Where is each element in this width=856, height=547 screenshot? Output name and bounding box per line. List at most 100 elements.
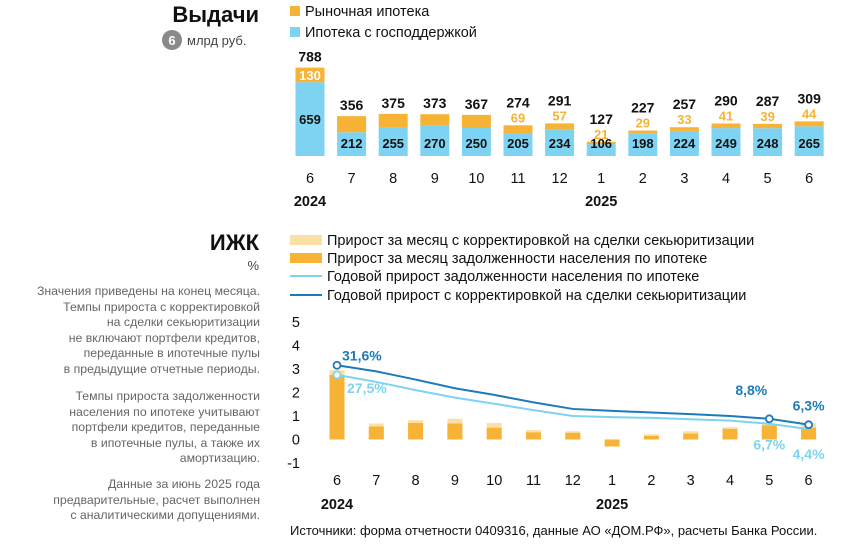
bar-monthly	[447, 423, 463, 440]
x-tick-label: 4	[722, 171, 730, 187]
bar-state-value: 198	[632, 136, 654, 151]
bar-total-label: 373	[423, 95, 447, 111]
x-tick-label: 8	[412, 473, 420, 489]
annotation-label: 4,4%	[793, 446, 825, 462]
bar-market	[753, 123, 783, 129]
bar-monthly	[565, 432, 581, 440]
bar-state-value: 249	[715, 136, 737, 151]
x-tick-label: 6	[306, 171, 314, 187]
bar-monthly	[526, 432, 541, 440]
note-line: в ипотечные пулы, а также их	[90, 435, 260, 450]
x-tick-label: 11	[510, 171, 525, 187]
x-tick-label: 7	[348, 171, 356, 187]
x-tick-label: 7	[372, 473, 380, 489]
bar-state-support	[295, 82, 325, 156]
legend-swatch-market	[290, 6, 300, 16]
unit-badge-number: 6	[168, 33, 175, 48]
source-note: Источники: форма отчетности 0409316, дан…	[290, 523, 818, 538]
legend-label-annual: Годовой прирост задолженности населения …	[327, 269, 699, 285]
note-line: Данные за июнь 2025 года	[107, 477, 260, 491]
bar-state-support	[378, 127, 408, 156]
bar-monthly	[722, 428, 738, 440]
bar-state-support	[586, 144, 616, 156]
x-tick-label: 2	[639, 171, 647, 187]
bar-monthly	[683, 433, 699, 440]
bar-total-label: 788	[298, 49, 322, 65]
x-tick-label: 3	[687, 473, 695, 489]
bar-market	[669, 127, 699, 131]
bar-state-support	[628, 133, 658, 156]
bar-total-label: 287	[756, 93, 780, 109]
bar-market	[378, 113, 408, 128]
legend-swatch-monthly-adj	[290, 235, 322, 245]
legend-swatch-state	[290, 27, 300, 37]
bar-state-value: 270	[424, 136, 446, 151]
x-tick-label: 6	[805, 473, 813, 489]
bar-state-support	[711, 128, 741, 156]
note-line: не включают портфели кредитов,	[68, 330, 260, 345]
line-marker	[804, 420, 813, 430]
x-tick-label: 12	[552, 171, 568, 187]
bar-market-value: 21	[594, 127, 608, 142]
x-tick-label: 9	[431, 171, 439, 187]
y-tick-label: 0	[292, 432, 300, 448]
bar-market	[420, 114, 450, 126]
note-paragraph-2: Темпы прироста задолженности населения п…	[4, 389, 260, 467]
chart1-legend: Рыночная ипотека Ипотека с господдержкой	[290, 4, 477, 41]
legend-swatch-monthly	[290, 253, 322, 263]
x-tick-label: 1	[608, 473, 616, 489]
note-line: Значения приведены на конец месяца.	[36, 284, 260, 298]
y-tick-label: 1	[292, 409, 300, 425]
y-tick-label: 4	[292, 339, 300, 355]
bar-market	[628, 130, 658, 134]
bar-monthly	[761, 425, 777, 440]
x-tick-label: 1	[597, 171, 605, 187]
unit-badge-icon	[162, 30, 182, 50]
y-tick-label: 3	[292, 362, 300, 378]
bar-state-value: 212	[341, 136, 363, 151]
bar-market-value: 29	[636, 116, 650, 131]
bar-market	[711, 123, 741, 129]
legend-label-monthly-adj: Прирост за месяц с корректировкой на сде…	[327, 233, 754, 249]
y-tick-label: -1	[287, 456, 300, 472]
line-annual	[336, 373, 809, 431]
bar-monthly	[801, 427, 817, 440]
note-line: портфели кредитов, переданные	[71, 420, 260, 434]
bar-state-value: 205	[507, 136, 529, 151]
note-line: населения по ипотеке учитывают	[69, 404, 260, 419]
x-tick-label: 8	[389, 171, 397, 187]
bar-state-support	[337, 132, 367, 156]
line-marker	[332, 370, 342, 380]
bar-market-value: 144	[341, 117, 363, 132]
bar-state-value: 248	[757, 136, 779, 151]
line-annual-adjusted	[336, 364, 809, 426]
annotation-label: 8,8%	[735, 382, 767, 398]
bar-market-value: 33	[677, 112, 691, 127]
line-marker	[332, 360, 342, 370]
x-tick-label: 12	[565, 473, 581, 489]
bar-state-value: 255	[382, 136, 404, 151]
bar-state-value: 224	[674, 136, 696, 151]
bar-market	[295, 67, 325, 83]
annotation-label: 6,3%	[793, 398, 825, 414]
x-tick-label: 11	[526, 473, 541, 489]
bar-state-support	[420, 125, 450, 156]
bar-total-label: 375	[382, 95, 406, 111]
bar-state-support	[503, 133, 533, 156]
x-tick-label: 9	[451, 473, 459, 489]
bar-total-label: 291	[548, 92, 572, 108]
x-tick-label: 5	[765, 473, 773, 489]
x-tick-label: 10	[486, 473, 502, 489]
annotation-label: 27,5%	[347, 380, 387, 396]
bar-market-value: 69	[511, 110, 525, 125]
bar-total-label: 367	[465, 96, 489, 112]
note-paragraph-1: Значения приведены на конец месяца. Темп…	[4, 284, 260, 377]
bar-monthly	[643, 435, 659, 440]
note-line: предварительные, расчет выполнен	[53, 492, 260, 507]
note-line: амортизацию.	[179, 451, 260, 465]
year-label: 2024	[321, 497, 353, 513]
chart2-title: ИЖК	[210, 230, 260, 255]
year-label: 2024	[294, 194, 326, 210]
bar-market-value: 41	[719, 109, 733, 124]
